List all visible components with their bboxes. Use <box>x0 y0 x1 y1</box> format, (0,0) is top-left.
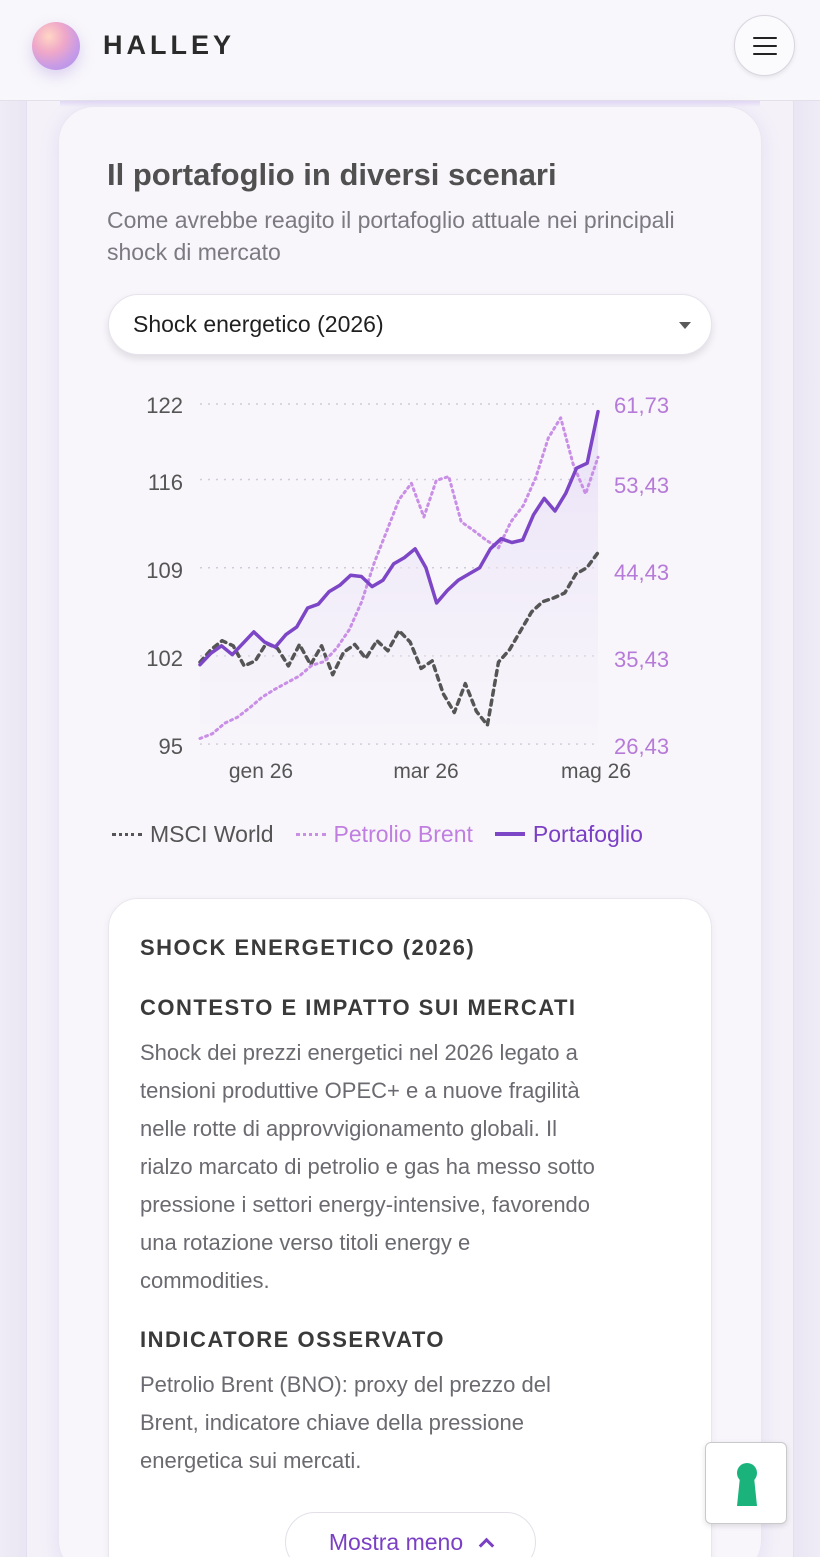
context-line: commodities. <box>140 1268 270 1293</box>
header-glow <box>60 101 760 107</box>
x-tick: gen 26 <box>228 760 294 783</box>
menu-button[interactable] <box>734 15 795 76</box>
x-tick: mar 26 <box>393 760 459 783</box>
legend-label-brent: Petrolio Brent <box>333 820 473 847</box>
legend-item-portfolio[interactable]: Portafoglio <box>494 820 643 848</box>
app-header: HALLEY <box>0 0 820 101</box>
series-line-portafoglio <box>198 409 600 667</box>
y-left-tick: 102 <box>146 646 183 671</box>
background-left <box>0 100 28 1557</box>
legend-swatch-msci <box>112 832 142 836</box>
y-right-tick: 61,73 <box>614 393 670 418</box>
y-right-tick: 26,43 <box>614 734 670 759</box>
chevron-up-icon <box>478 1537 495 1553</box>
context-text: Shock dei prezzi energetici nel 2026 leg… <box>140 1034 680 1300</box>
x-tick: mag 26 <box>560 760 632 783</box>
indicator-text: Petrolio Brent (BNO): proxy del prezzo d… <box>140 1366 680 1480</box>
context-line: rialzo marcato di petrolio e gas ha mess… <box>140 1154 595 1179</box>
legend-item-msci[interactable]: MSCI World <box>112 821 274 848</box>
y-left-tick: 122 <box>146 393 183 418</box>
scenario-chart: 122 116 109 102 95 61,73 53,43 44,43 35,… <box>100 380 720 800</box>
indicator-heading: INDICATORE OSSERVATO <box>140 1327 446 1352</box>
orb-logo-icon[interactable] <box>32 22 80 70</box>
legend-label-portfolio: Portafoglio <box>532 820 643 847</box>
scenario-select-value: Shock energetico (2026) <box>133 311 384 337</box>
context-line: tensioni produttive OPEC+ e a nuove frag… <box>140 1078 580 1103</box>
y-left-tick: 109 <box>146 558 183 583</box>
indicator-line: Petrolio Brent (BNO): proxy del prezzo d… <box>140 1372 551 1397</box>
y-right-tick: 35,43 <box>614 647 670 672</box>
scenario-info-card <box>108 898 712 1557</box>
y-right-tick: 44,43 <box>614 560 670 585</box>
background-right <box>792 100 820 1557</box>
hamburger-icon <box>752 36 777 56</box>
chart-legend: MSCI World Petrolio Brent Portafoglio <box>112 818 665 850</box>
context-line: nelle rotte di approvvigionamento global… <box>140 1116 558 1141</box>
chart-svg <box>198 403 600 745</box>
scenario-heading: SHOCK ENERGETICO (2026) <box>140 935 476 960</box>
portfolio-area <box>200 411 598 744</box>
section-subtitle: Come avrebbe reagito il portafoglio attu… <box>107 207 675 265</box>
legend-swatch-brent <box>295 832 326 836</box>
legend-label-msci: MSCI World <box>150 820 274 847</box>
series-line-petrolio-brent <box>198 416 600 740</box>
scenario-select[interactable]: Shock energetico (2026) <box>108 294 712 355</box>
help-widget[interactable] <box>705 1442 787 1524</box>
section-title: Il portafoglio in diversi scenari <box>107 157 557 192</box>
context-heading: CONTESTO E IMPATTO SUI MERCATI <box>140 995 577 1020</box>
y-left-tick: 95 <box>158 734 183 759</box>
legend-swatch-portfolio <box>494 832 525 836</box>
show-less-label: Mostra meno <box>328 1528 464 1555</box>
y-right-tick: 53,43 <box>614 473 670 498</box>
context-line: una rotazione verso titoli energy e <box>140 1230 471 1255</box>
caret-down-icon <box>679 322 691 329</box>
keyhole-icon <box>737 1463 757 1506</box>
context-line: Shock dei prezzi energetici nel 2026 leg… <box>140 1040 578 1065</box>
context-line: pressione i settori energy-intensive, fa… <box>140 1192 591 1217</box>
indicator-line: Brent, indicatore chiave della pressione <box>140 1410 525 1435</box>
brand-name[interactable]: HALLEY <box>103 30 235 60</box>
indicator-line: energetica sui mercati. <box>140 1448 362 1473</box>
legend-item-brent[interactable]: Petrolio Brent <box>295 820 473 848</box>
y-left-tick: 116 <box>147 470 183 495</box>
show-less-button[interactable]: Mostra meno <box>285 1512 536 1557</box>
